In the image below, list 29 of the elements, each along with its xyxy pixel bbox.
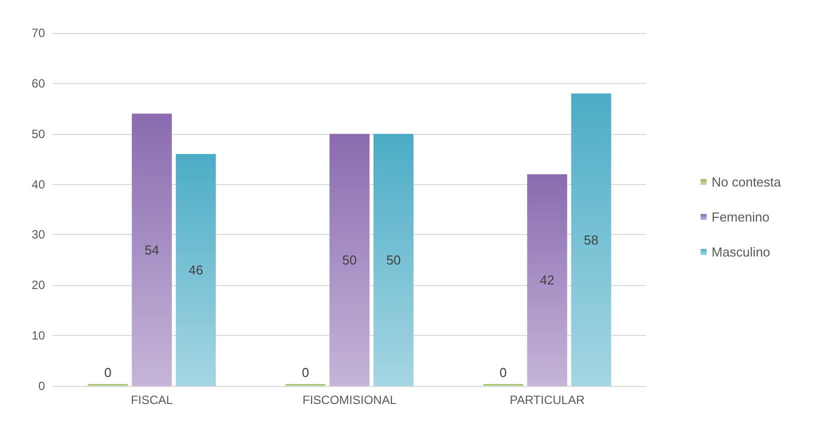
x-tick-label: FISCOMISIONAL (302, 393, 397, 407)
data-label: 50 (386, 252, 401, 268)
legend-label: Masculino (712, 244, 770, 260)
bar (527, 174, 568, 386)
data-label: 0 (500, 365, 507, 380)
data-label: 42 (540, 272, 554, 288)
legend-label: Femenino (712, 210, 770, 224)
data-label: 0 (104, 365, 112, 380)
data-label: 50 (342, 252, 357, 268)
data-label: 46 (188, 262, 204, 278)
bar (132, 114, 172, 386)
y-tick-label: 60 (32, 76, 46, 90)
data-label: 58 (584, 232, 598, 248)
bar (374, 134, 414, 386)
y-tick-label: 40 (32, 177, 46, 192)
y-tick-label: 20 (32, 278, 46, 292)
x-tick-label: FISCAL (130, 393, 174, 407)
data-label: 0 (302, 365, 310, 380)
bar (330, 134, 370, 386)
y-tick-label: 70 (32, 26, 46, 40)
bar (571, 94, 612, 386)
x-tick-label: PARTICULAR (510, 393, 585, 407)
y-tick-label: 0 (38, 379, 46, 393)
y-tick-label: 50 (32, 126, 46, 141)
legend-label: No contesta (712, 174, 782, 190)
y-tick-label: 30 (32, 228, 46, 242)
bar (176, 154, 216, 386)
data-label: 54 (144, 242, 160, 258)
y-tick-label: 10 (32, 328, 46, 343)
